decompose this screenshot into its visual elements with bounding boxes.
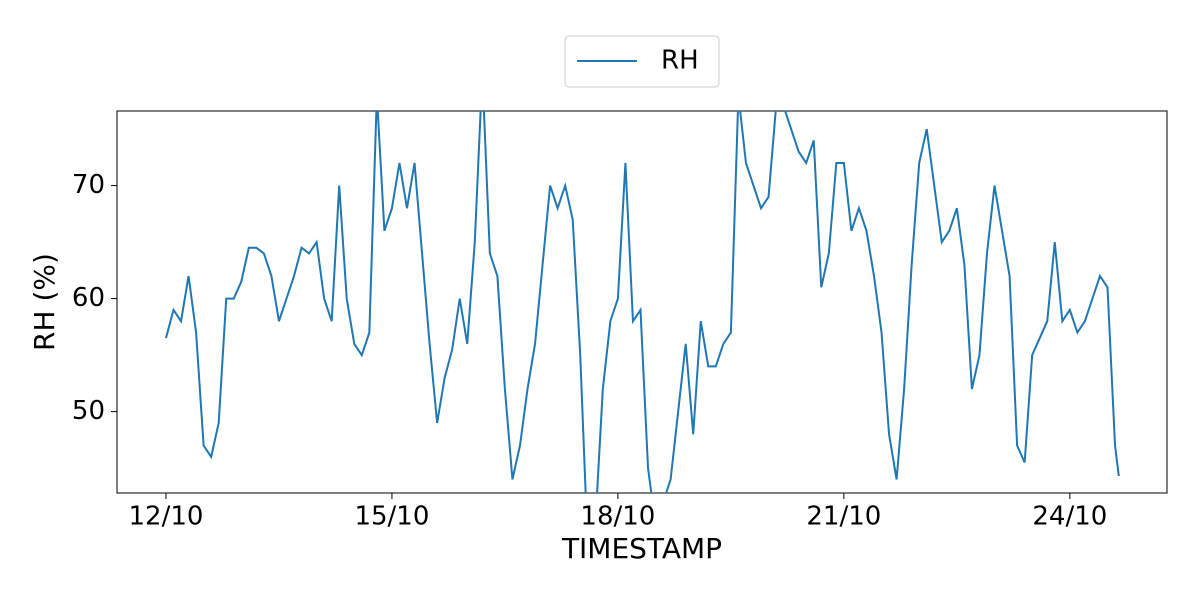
x-tick-label: 18/10: [580, 502, 655, 532]
y-axis-label: RH (%): [28, 253, 61, 351]
data-line: [164, 111, 1120, 493]
legend-box: [564, 35, 720, 88]
plot-frame: [116, 110, 1168, 494]
y-tick-label: 50: [72, 396, 105, 426]
x-axis-label: TIMESTAMP: [561, 532, 722, 565]
x-tick-label: 24/10: [1032, 502, 1107, 532]
x-tick-label: 15/10: [354, 502, 429, 532]
x-tick-label: 12/10: [128, 502, 203, 532]
y-tick-label: 70: [72, 170, 105, 200]
legend-label: RH: [661, 46, 699, 76]
y-tick-label: 60: [72, 283, 105, 313]
x-tick-label: 21/10: [806, 502, 881, 532]
